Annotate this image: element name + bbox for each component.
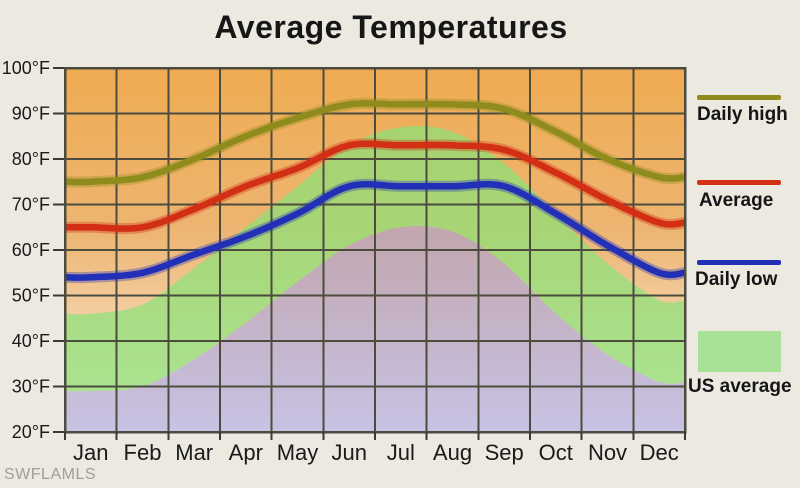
daily-low-line [62, 181, 688, 281]
axis-ticks [53, 67, 686, 440]
us-average-legend-swatch [698, 331, 781, 372]
daily-high-legend-line [697, 95, 781, 100]
x-axis-label: Feb [124, 440, 162, 465]
daily-high-line [62, 100, 688, 186]
x-axis-label: Jul [387, 440, 415, 465]
x-axis-label: Dec [640, 440, 679, 465]
x-axis-label: Nov [588, 440, 627, 465]
average-legend-label: Average [699, 190, 774, 211]
average-legend-line [697, 180, 781, 185]
y-axis-label: 70°F [12, 195, 50, 215]
y-axis-label: 80°F [12, 149, 50, 169]
y-axis-label: 40°F [12, 331, 50, 351]
daily-low-legend-label: Daily low [695, 269, 778, 290]
y-axis-label: 60°F [12, 240, 50, 260]
y-axis-label: 90°F [12, 104, 50, 124]
x-axis-label: Apr [229, 440, 263, 465]
daily-low-legend-line [697, 260, 781, 265]
x-axis-label: Mar [175, 440, 213, 465]
x-axis-label: Aug [433, 440, 472, 465]
daily-high-legend-label: Daily high [697, 104, 788, 125]
us-average-legend-label: US average [688, 376, 792, 397]
x-axis-label: Sep [485, 440, 524, 465]
x-axis-label: May [277, 440, 319, 465]
y-axis-label: 50°F [12, 286, 50, 306]
y-axis-label: 30°F [12, 377, 50, 397]
watermark: SWFLAMLS [4, 466, 97, 483]
average-line [62, 140, 688, 232]
y-axis-label: 20°F [12, 422, 50, 442]
y-axis-label: 100°F [2, 58, 50, 78]
x-axis-label: Jan [73, 440, 108, 465]
x-axis-label: Oct [539, 440, 573, 465]
gridlines [65, 68, 685, 432]
x-axis-label: Jun [331, 440, 366, 465]
chart-title: Average Temperatures [214, 9, 568, 45]
